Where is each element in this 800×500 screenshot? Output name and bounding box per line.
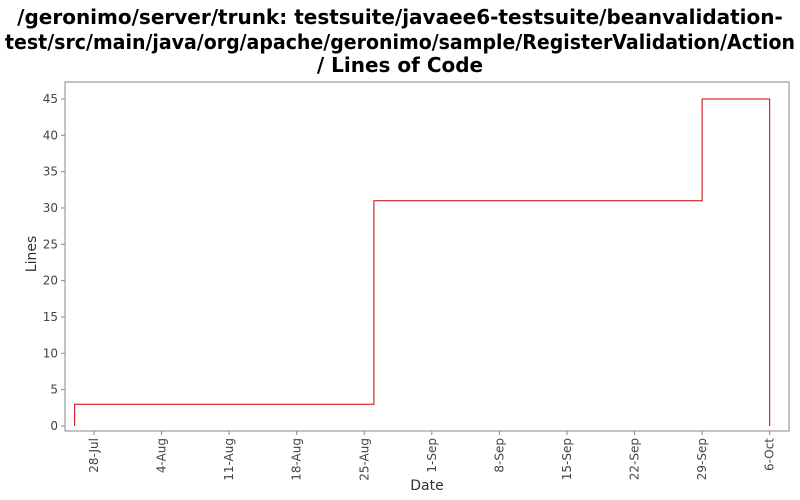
- y-tick-label: 45: [43, 92, 58, 106]
- x-tick-label: 28-Jul: [87, 438, 101, 473]
- y-tick-label: 30: [43, 201, 58, 215]
- y-tick-label: 20: [43, 274, 58, 288]
- x-tick-label: 18-Aug: [290, 438, 304, 481]
- step-line: [74, 98, 771, 426]
- x-tick-label: 4-Aug: [155, 438, 169, 473]
- y-tick-label: 5: [50, 383, 58, 397]
- y-tick-label: 40: [43, 128, 58, 142]
- x-axis-title: Date: [410, 478, 443, 494]
- y-tick-label: 10: [43, 346, 58, 360]
- y-tick-label: 25: [43, 237, 58, 251]
- x-tick-label: 25-Aug: [357, 438, 371, 481]
- x-tick-label: 22-Sep: [628, 438, 642, 480]
- y-axis-title: Lines: [24, 236, 40, 272]
- x-tick-label: 1-Sep: [425, 438, 439, 473]
- chart-title: test/src/main/java/org/apache/geronimo/s…: [5, 30, 795, 54]
- y-tick-label: 15: [43, 310, 58, 324]
- x-tick-label: 8-Sep: [492, 438, 506, 473]
- plot-area: [64, 81, 790, 432]
- x-tick-label: 6-Oct: [763, 438, 777, 471]
- x-tick-label: 29-Sep: [695, 438, 709, 480]
- y-tick-label: 0: [50, 419, 58, 433]
- x-tick-label: 11-Aug: [222, 438, 236, 481]
- chart-title: / Lines of Code: [317, 53, 483, 77]
- y-tick-label: 35: [43, 165, 58, 179]
- chart-title: /geronimo/server/trunk: testsuite/javaee…: [17, 5, 783, 29]
- x-tick-label: 15-Sep: [560, 438, 574, 480]
